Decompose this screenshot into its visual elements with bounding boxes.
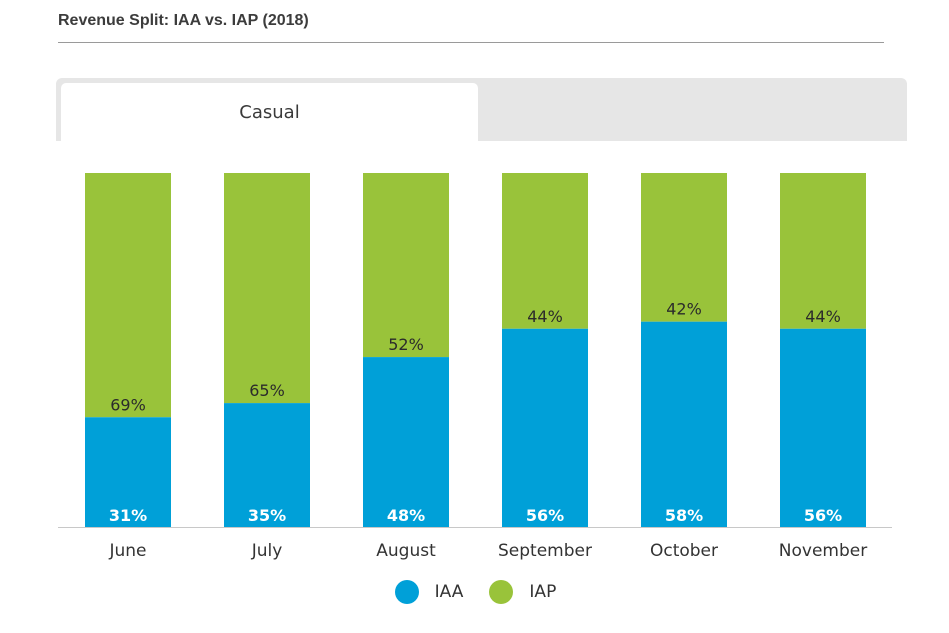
data-label-iaa: 48% — [387, 506, 425, 525]
data-label-iap: 42% — [666, 300, 702, 319]
x-tick-label: June — [108, 541, 146, 561]
data-label-iaa: 58% — [665, 506, 703, 525]
legend-item-iaa[interactable]: IAA — [394, 580, 464, 604]
chart-title: Revenue Split: IAA vs. IAP (2018) — [58, 12, 309, 29]
legend-label-iap: IAP — [529, 582, 557, 602]
bar-iaa[interactable] — [363, 357, 449, 527]
bar-iap[interactable] — [224, 173, 310, 404]
x-tick-label: July — [251, 541, 283, 561]
data-label-iaa: 56% — [526, 506, 564, 525]
x-tick-label: October — [650, 541, 718, 561]
bar-iap[interactable] — [85, 173, 171, 418]
legend-swatch-iap — [489, 580, 514, 604]
data-label-iaa: 35% — [248, 506, 286, 525]
bar-iaa[interactable] — [502, 328, 588, 527]
bar-iap[interactable] — [502, 173, 588, 329]
bar-iaa[interactable] — [85, 417, 171, 527]
data-label-iap: 52% — [388, 335, 424, 354]
bar-iaa[interactable] — [780, 328, 866, 527]
tab-casual-label: Casual — [239, 101, 300, 123]
x-tick-label: November — [779, 541, 867, 561]
title-divider — [58, 42, 884, 43]
bar-iaa[interactable] — [224, 403, 310, 527]
data-label-iap: 44% — [527, 307, 563, 326]
bar-iap[interactable] — [780, 173, 866, 329]
bar-iap[interactable] — [641, 173, 727, 322]
tab-casual[interactable]: Casual — [61, 83, 478, 141]
x-tick-label: September — [498, 541, 592, 561]
data-label-iap: 69% — [110, 395, 146, 414]
data-label-iap: 65% — [249, 381, 285, 400]
legend-swatch-iaa — [394, 580, 419, 604]
legend-label-iaa: IAA — [434, 582, 464, 602]
data-label-iaa: 56% — [804, 506, 842, 525]
bar-iaa[interactable] — [641, 321, 727, 527]
chart-legend: IAA IAP — [0, 580, 949, 604]
legend-item-iap[interactable]: IAP — [489, 580, 556, 604]
bar-iap[interactable] — [363, 173, 449, 358]
x-tick-label: August — [376, 541, 436, 561]
data-label-iaa: 31% — [109, 506, 147, 525]
data-label-iap: 44% — [805, 307, 841, 326]
